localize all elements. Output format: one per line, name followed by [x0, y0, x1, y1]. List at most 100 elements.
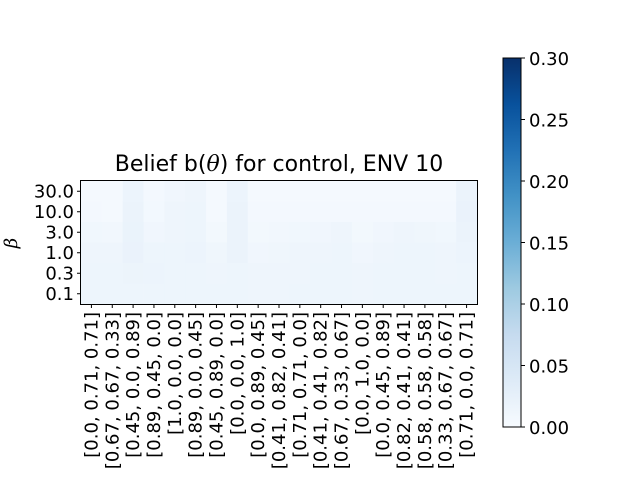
y-tick-label: 30.0 — [34, 181, 74, 202]
heatmap-cell — [331, 242, 353, 264]
colorbar-tick-label: 0.20 — [529, 172, 569, 193]
y-axis-label: β — [1, 238, 22, 249]
heatmap-cell — [122, 242, 144, 264]
heatmap-cell — [289, 283, 311, 305]
heatmap-cell — [226, 283, 249, 305]
heatmap-cell — [226, 181, 249, 202]
heatmap-cell — [414, 222, 436, 243]
chart-title: Belief b(θ) for control, ENV 10 — [115, 152, 443, 177]
y-tick-label: 0.1 — [45, 284, 74, 305]
heatmap-cell — [310, 201, 332, 223]
y-tick-label: 1.0 — [45, 243, 74, 264]
x-tick-label: [1.0, 0.0, 0.0] — [165, 312, 186, 435]
heatmap-cell — [414, 242, 436, 264]
heatmap-cell — [122, 222, 144, 243]
heatmap-cell — [456, 201, 478, 223]
heatmap-cell — [268, 181, 290, 202]
heatmap-cell — [226, 201, 249, 223]
heatmap-cell — [456, 283, 478, 305]
heatmap-cell — [331, 222, 353, 243]
heatmap-cell — [185, 242, 207, 264]
heatmap-cell — [393, 242, 415, 264]
heatmap-cell — [310, 181, 332, 202]
x-tick-label: [0.82, 0.41, 0.41] — [394, 312, 415, 469]
heatmap-cell — [414, 283, 436, 305]
heatmap-cell — [393, 263, 415, 284]
heatmap-cell — [122, 181, 144, 202]
heatmap-cell — [435, 263, 457, 284]
heatmap-cell — [81, 242, 103, 264]
heatmap-cell — [372, 283, 395, 305]
heatmap-cell — [456, 181, 478, 202]
heatmap-cell — [331, 201, 353, 223]
colorbar-tick-label: 0.10 — [529, 295, 569, 316]
heatmap-cell — [393, 222, 415, 243]
heatmap-cell — [268, 222, 290, 243]
colorbar-tick-label: 0.00 — [529, 418, 569, 439]
heatmap-cell — [206, 181, 228, 202]
heatmap-cell — [206, 242, 228, 264]
y-tick-label: 0.3 — [45, 263, 74, 284]
heatmap-cell — [435, 242, 457, 264]
heatmap-cell — [101, 222, 124, 243]
heatmap-cell — [456, 222, 478, 243]
heatmap-cell — [101, 283, 124, 305]
x-tick-label: [0.45, 0.89, 0.0] — [206, 312, 227, 458]
heatmap-cell — [164, 263, 186, 284]
heatmap-cell — [351, 283, 374, 305]
heatmap-cell — [435, 201, 457, 223]
heatmap-cell — [101, 181, 124, 202]
heatmap-cell — [226, 222, 249, 243]
heatmap-cell — [81, 222, 103, 243]
x-tick-label: [0.58, 0.58, 0.58] — [415, 312, 436, 469]
heatmap-cell — [122, 263, 144, 284]
heatmap-cell — [351, 201, 374, 223]
heatmap-cell — [81, 283, 103, 305]
heatmap-cell — [289, 263, 311, 284]
heatmap-cell — [372, 181, 395, 202]
heatmap-cell — [101, 201, 124, 223]
heatmap-cell — [435, 222, 457, 243]
x-tick-label: [0.71, 0.71, 0.0] — [290, 312, 311, 458]
heatmap-cell — [372, 222, 395, 243]
heatmap-cell — [143, 222, 165, 243]
heatmap-cell — [185, 201, 207, 223]
x-tick-label: [0.45, 0.0, 0.89] — [123, 312, 144, 458]
heatmap-cell — [206, 222, 228, 243]
y-tick-label: 3.0 — [45, 222, 74, 243]
heatmap-cell — [372, 263, 395, 284]
x-tick-label: [0.41, 0.82, 0.41] — [269, 312, 290, 469]
heatmap-cell — [393, 201, 415, 223]
heatmap-cell — [331, 181, 353, 202]
heatmap-cell — [247, 181, 269, 202]
heatmap-cell — [351, 181, 374, 202]
heatmap-cell — [289, 242, 311, 264]
heatmap-cell — [351, 222, 374, 243]
heatmap-cell — [164, 283, 186, 305]
heatmap-cell — [289, 181, 311, 202]
heatmap-cell — [81, 263, 103, 284]
y-axis: 30.010.03.01.00.30.1 — [34, 181, 81, 305]
heatmap-cell — [351, 242, 374, 264]
x-tick-label: [0.89, 0.45, 0.0] — [144, 312, 165, 458]
heatmap-cell — [456, 263, 478, 284]
heatmap-cell — [185, 283, 207, 305]
heatmap-cell — [289, 222, 311, 243]
heatmap-cell — [143, 283, 165, 305]
heatmap-cell — [310, 222, 332, 243]
heatmap-cell — [247, 222, 269, 243]
heatmap-cell — [122, 201, 144, 223]
heatmap-cell — [143, 201, 165, 223]
heatmap-cell — [268, 242, 290, 264]
heatmap-cell — [247, 242, 269, 264]
heatmap-cell — [310, 283, 332, 305]
heatmap-cell — [143, 181, 165, 202]
heatmap-cell — [331, 283, 353, 305]
colorbar-tick-label: 0.05 — [529, 357, 569, 378]
colorbar-axis: 0.00 0.05 0.10 0.15 0.20 0.25 0.30 — [521, 49, 569, 439]
heatmap-cells — [81, 181, 478, 305]
heatmap-cell — [206, 263, 228, 284]
y-tick-label: 10.0 — [34, 202, 74, 223]
x-tick-label: [0.0, 0.71, 0.71] — [81, 312, 102, 458]
